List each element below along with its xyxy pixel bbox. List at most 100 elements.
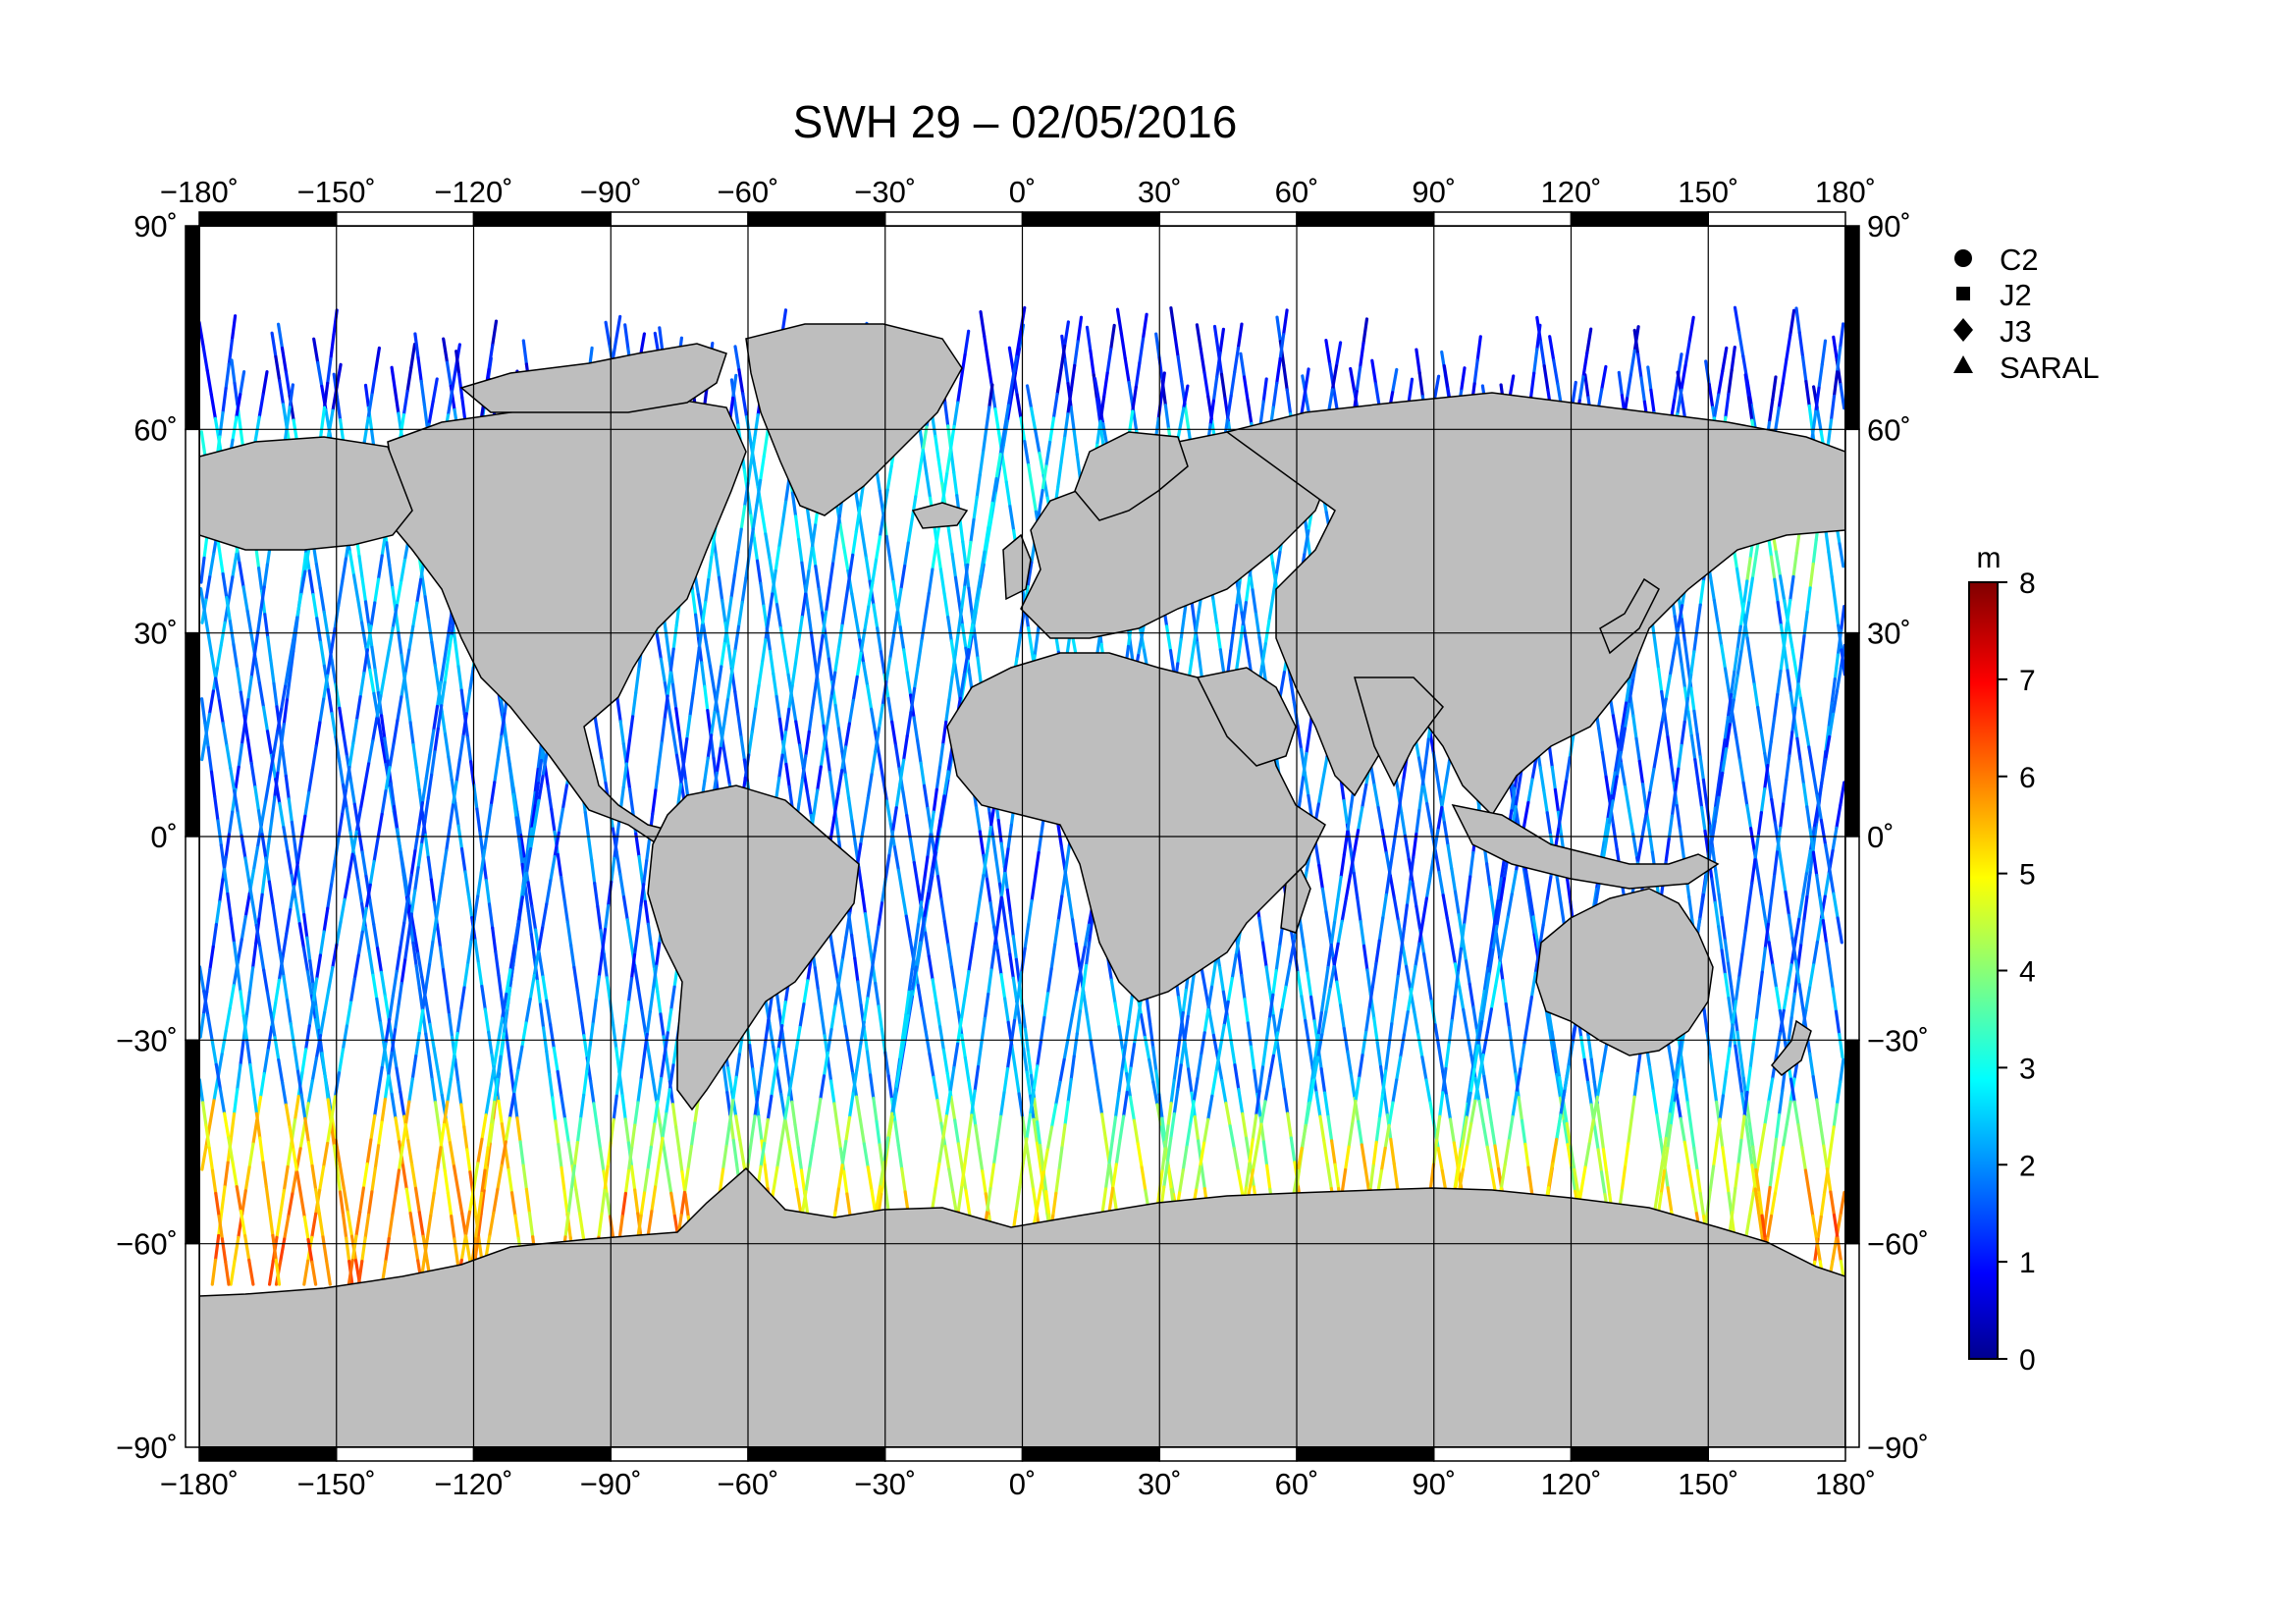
track-segment bbox=[1530, 755, 1538, 782]
track-segment bbox=[1251, 588, 1258, 616]
track-segment bbox=[360, 621, 368, 648]
track-segment bbox=[1797, 894, 1805, 921]
track-segment bbox=[595, 1124, 603, 1151]
track-segment bbox=[1259, 1100, 1267, 1126]
track-segment bbox=[1372, 783, 1380, 810]
track-segment bbox=[514, 816, 521, 843]
track-segment bbox=[703, 756, 710, 784]
track-segment bbox=[575, 1116, 583, 1145]
track-segment bbox=[1689, 733, 1697, 762]
track-segment bbox=[424, 752, 432, 781]
track-segment bbox=[1829, 1125, 1836, 1152]
track-segment bbox=[566, 1141, 574, 1168]
track-segment bbox=[1346, 1050, 1354, 1077]
track-segment bbox=[1096, 1088, 1104, 1116]
track-segment bbox=[790, 661, 798, 688]
track-segment bbox=[258, 1071, 266, 1100]
track-segment bbox=[1239, 352, 1247, 379]
track-segment bbox=[1216, 349, 1224, 376]
track-segment bbox=[664, 1088, 671, 1116]
track-segment bbox=[496, 1163, 504, 1191]
track-segment bbox=[770, 1070, 777, 1099]
track-segment bbox=[588, 1022, 595, 1050]
track-segment bbox=[299, 569, 307, 597]
track-segment bbox=[1815, 873, 1822, 900]
track-segment bbox=[417, 1211, 425, 1238]
track-segment bbox=[630, 691, 638, 719]
track-segment bbox=[850, 819, 858, 846]
track-segment bbox=[1254, 612, 1261, 640]
track-segment bbox=[731, 373, 738, 400]
track-segment bbox=[764, 615, 771, 642]
track-segment bbox=[1583, 1142, 1591, 1169]
track-segment bbox=[518, 1140, 525, 1167]
track-segment bbox=[574, 1188, 582, 1216]
track-segment bbox=[1330, 364, 1339, 392]
track-segment bbox=[1363, 1166, 1371, 1193]
track-segment bbox=[1255, 1122, 1263, 1150]
track-segment bbox=[261, 705, 270, 733]
track-segment bbox=[615, 697, 622, 724]
track-segment bbox=[487, 902, 495, 930]
track-segment bbox=[1123, 356, 1131, 385]
track-segment bbox=[859, 628, 867, 656]
track-segment bbox=[430, 1077, 438, 1105]
track-segment bbox=[1489, 1167, 1498, 1195]
track-segment bbox=[1384, 870, 1392, 897]
track-segment bbox=[685, 714, 692, 741]
track-segment bbox=[1453, 971, 1460, 999]
track-segment bbox=[1038, 451, 1045, 477]
track-segment bbox=[1107, 1186, 1115, 1215]
track-segment bbox=[725, 674, 733, 702]
track-segment bbox=[360, 850, 368, 879]
track-segment bbox=[399, 850, 405, 877]
track-segment bbox=[433, 1101, 441, 1127]
track-segment bbox=[1420, 896, 1429, 923]
track-segment bbox=[402, 897, 409, 925]
track-segment bbox=[1499, 876, 1507, 904]
track-segment bbox=[207, 1146, 215, 1172]
track-segment bbox=[1166, 1102, 1173, 1128]
track-segment bbox=[305, 936, 312, 963]
track-segment bbox=[1465, 1121, 1473, 1149]
track-segment bbox=[384, 1236, 391, 1264]
track-segment bbox=[1004, 929, 1012, 956]
track-segment bbox=[233, 1235, 240, 1263]
track-segment bbox=[810, 523, 818, 550]
track-segment bbox=[1767, 398, 1775, 424]
track-segment bbox=[1078, 986, 1086, 1013]
track-segment bbox=[503, 723, 509, 750]
track-segment bbox=[446, 1077, 453, 1104]
track-segment bbox=[259, 585, 266, 612]
track-segment bbox=[828, 562, 835, 590]
track-segment bbox=[1682, 1140, 1690, 1168]
track-segment bbox=[807, 517, 815, 545]
track-segment bbox=[341, 788, 347, 817]
track-segment bbox=[412, 1235, 420, 1263]
track-segment bbox=[623, 1117, 631, 1145]
track-segment bbox=[1781, 1122, 1789, 1150]
track-segment bbox=[975, 574, 983, 603]
track-segment bbox=[1417, 919, 1425, 946]
track-segment bbox=[931, 842, 938, 872]
track-segment bbox=[935, 544, 943, 571]
track-segment bbox=[1365, 968, 1372, 997]
track-segment bbox=[783, 477, 791, 504]
track-segment bbox=[832, 1102, 839, 1128]
track-segment bbox=[1236, 949, 1244, 978]
track-segment bbox=[1275, 315, 1283, 344]
track-segment bbox=[216, 819, 223, 847]
track-segment bbox=[912, 716, 920, 742]
track-segment bbox=[1258, 400, 1265, 426]
track-segment bbox=[238, 561, 245, 589]
track-segment bbox=[1063, 357, 1070, 386]
track-segment bbox=[545, 1049, 552, 1076]
track-segment bbox=[1738, 602, 1746, 628]
track-segment bbox=[1832, 1103, 1840, 1129]
track-segment bbox=[866, 972, 874, 1001]
track-segment bbox=[1835, 803, 1842, 830]
track-segment bbox=[383, 1074, 391, 1102]
track-segment bbox=[707, 555, 714, 582]
track-segment bbox=[385, 541, 392, 568]
track-segment bbox=[1798, 759, 1806, 786]
